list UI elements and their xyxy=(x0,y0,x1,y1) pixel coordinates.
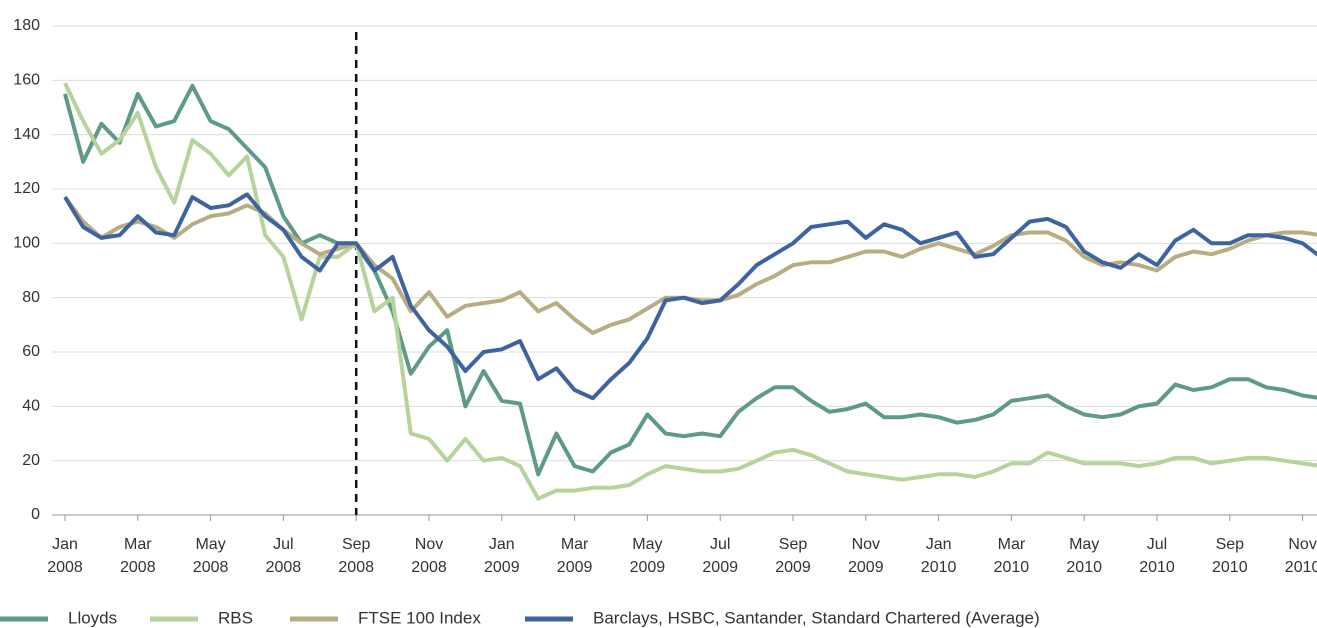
legend-label: Barclays, HSBC, Santander, Standard Char… xyxy=(593,608,1040,627)
x-tick-label: Jul 2009 xyxy=(702,536,738,576)
x-tick-label: Jul 2008 xyxy=(265,536,302,576)
x-tick-label: Jan 2009 xyxy=(484,536,520,576)
x-tick-label: Mar 2008 xyxy=(120,536,156,576)
y-tick-label: 120 xyxy=(13,180,40,197)
x-tick-label: Nov 2010 xyxy=(1284,536,1317,576)
x-tick-label: Mar 2010 xyxy=(993,536,1030,576)
x-tick-label: May 2008 xyxy=(192,536,229,576)
series-line xyxy=(63,83,1317,477)
x-tick-label: Nov 2009 xyxy=(848,536,884,576)
x-tick-label: Sep 2008 xyxy=(338,536,374,576)
x-tick-label: May 2010 xyxy=(1066,536,1102,576)
legend-label: RBS xyxy=(218,608,253,627)
y-tick-label: 140 xyxy=(13,126,40,143)
x-tick-label: Jul 2010 xyxy=(1139,536,1175,576)
legend-label: Lloyds xyxy=(68,608,117,627)
x-tick-label: Sep 2009 xyxy=(775,536,811,576)
x-tick-label: Mar 2009 xyxy=(556,536,593,576)
series-line xyxy=(63,192,1317,401)
x-tick-label: Jan 2010 xyxy=(920,536,957,576)
y-tick-label: 40 xyxy=(22,398,40,415)
x-tick-label: May 2009 xyxy=(629,536,666,576)
x-tick-label: Nov 2008 xyxy=(411,536,447,576)
y-tick-label: 160 xyxy=(13,72,40,89)
x-tick-label: Jan 2008 xyxy=(47,536,83,576)
series-line xyxy=(63,195,1317,335)
y-tick-label: 20 xyxy=(22,452,40,469)
y-tick-label: 80 xyxy=(22,289,40,306)
plot-area xyxy=(63,82,1317,501)
y-tick-label: 100 xyxy=(13,235,40,252)
y-tick-label: 0 xyxy=(31,506,40,523)
x-tick-label: Sep 2010 xyxy=(1212,536,1248,576)
legend-label: FTSE 100 Index xyxy=(358,608,481,627)
series-line xyxy=(63,82,1317,501)
y-tick-label: 180 xyxy=(13,17,40,34)
y-tick-label: 60 xyxy=(22,343,40,360)
